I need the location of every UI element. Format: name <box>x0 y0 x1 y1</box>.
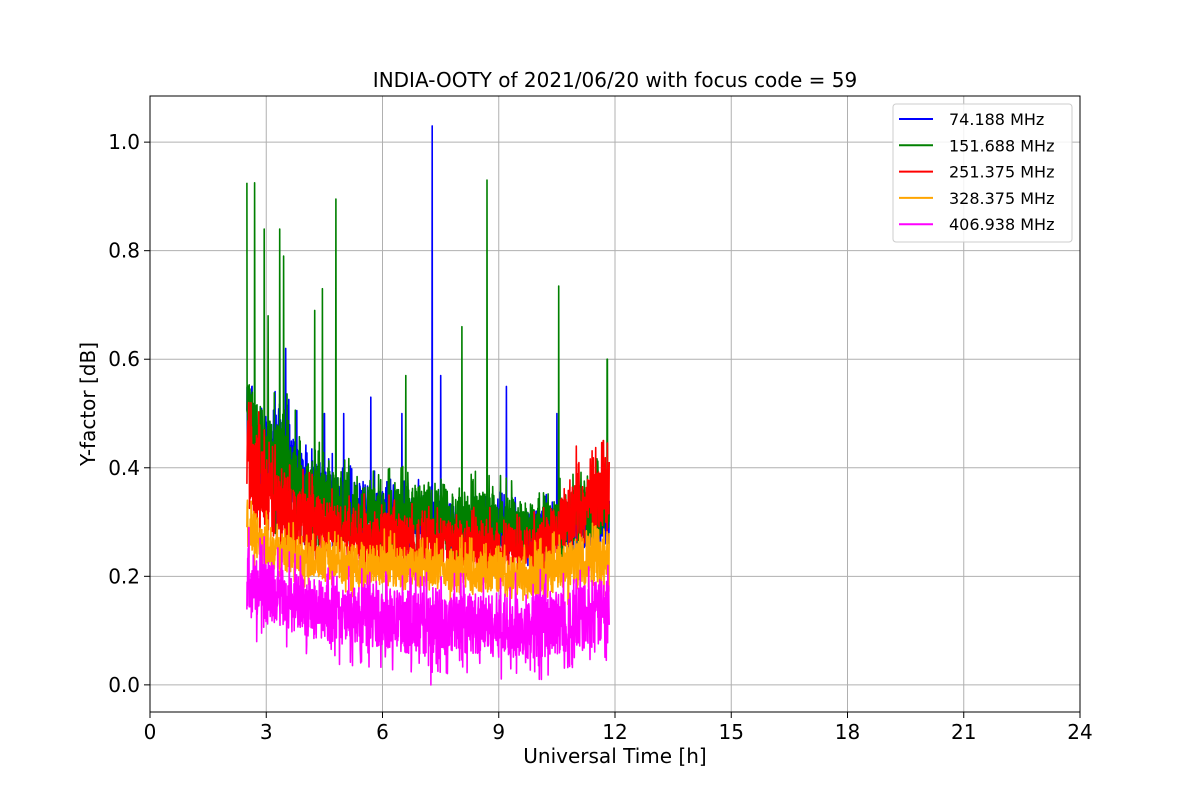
x-tick-label: 21 <box>951 720 976 744</box>
y-tick-label: 0.8 <box>108 239 140 263</box>
y-axis-label: Y-factor [dB] <box>76 342 100 467</box>
y-axis-ticks: 0.0 0.2 0.4 0.6 0.8 1.0 <box>108 130 150 697</box>
x-tick-label: 12 <box>602 720 627 744</box>
x-tick-label: 0 <box>144 720 157 744</box>
legend-entry-label: 406.938 MHz <box>949 215 1054 234</box>
legend-entry-label: 151.688 MHz <box>949 136 1054 155</box>
legend-entry-label: 251.375 MHz <box>949 163 1054 182</box>
legend-entry-label: 74.188 MHz <box>949 110 1044 129</box>
x-tick-label: 24 <box>1067 720 1092 744</box>
x-tick-label: 6 <box>376 720 389 744</box>
y-tick-label: 1.0 <box>108 130 140 154</box>
y-tick-label: 0.2 <box>108 564 140 588</box>
y-tick-label: 0.4 <box>108 456 140 480</box>
y-tick-label: 0.6 <box>108 347 140 371</box>
x-tick-label: 9 <box>492 720 505 744</box>
chart-title: INDIA-OOTY of 2021/06/20 with focus code… <box>373 68 857 92</box>
x-tick-label: 15 <box>719 720 744 744</box>
x-tick-label: 3 <box>260 720 273 744</box>
x-tick-label: 18 <box>835 720 860 744</box>
series-line-3 <box>246 499 610 612</box>
y-tick-label: 0.0 <box>108 673 140 697</box>
x-axis-ticks: 0 3 6 9 12 15 18 21 24 <box>144 712 1093 744</box>
x-axis-label: Universal Time [h] <box>523 744 706 768</box>
legend-box <box>892 103 1073 243</box>
series-layer <box>246 125 610 686</box>
series-line-4 <box>246 526 610 686</box>
legend: 74.188 MHz 151.688 MHz 251.375 MHz 328.375 … <box>892 103 1073 243</box>
legend-entry-label: 328.375 MHz <box>949 189 1054 208</box>
